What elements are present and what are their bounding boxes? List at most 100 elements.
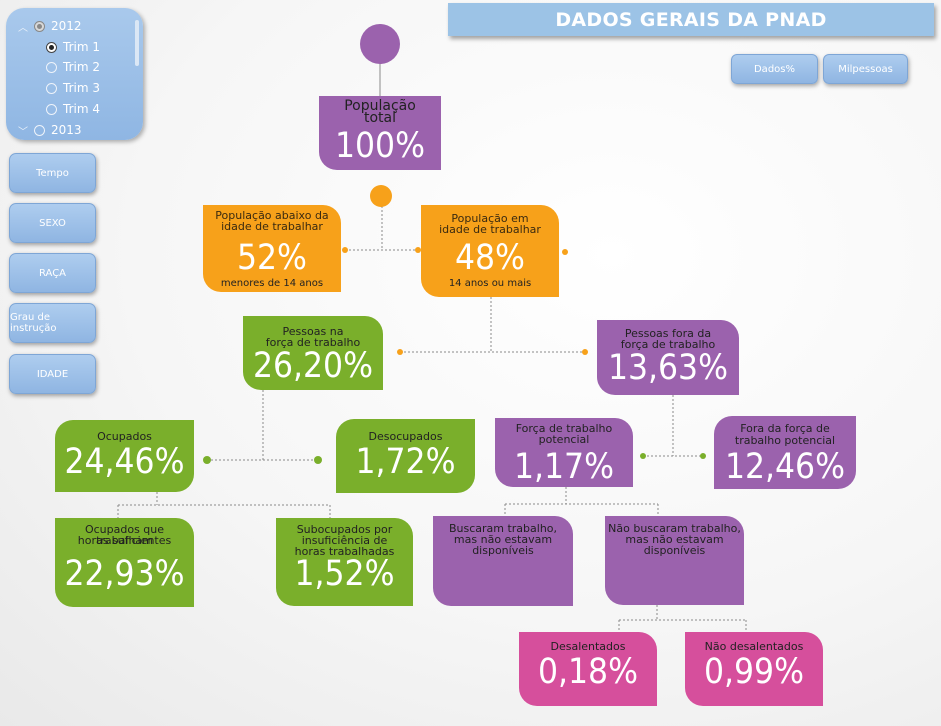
not-discouraged-box: Não desalentados 0,99% — [685, 632, 823, 706]
outside-labor-force-box: Pessoas fora da força de trabalho 13,63% — [597, 320, 739, 395]
box-value: 12,46% — [724, 447, 846, 487]
box-label: Força de trabalho — [515, 422, 613, 435]
box-label: Não buscaram trabalho, — [608, 522, 741, 535]
connector-dot — [582, 349, 588, 355]
radio-icon[interactable] — [46, 41, 57, 53]
not-sought-work-box: Não buscaram trabalho, mas não estavam d… — [605, 516, 744, 605]
connector-dot — [700, 453, 706, 459]
slicer-item-quarter[interactable]: Trim 4 — [46, 100, 100, 118]
slicer-quarter-label: Trim 2 — [63, 60, 100, 74]
connector-dot — [640, 453, 646, 459]
connector-dot — [397, 349, 403, 355]
labor-force-box: Pessoas na força de trabalho 26,20% — [243, 316, 383, 390]
slicer-quarter-label: Trim 1 — [63, 40, 100, 54]
box-label: potencial — [538, 433, 590, 446]
box-value: 24,46% — [64, 442, 185, 482]
box-label: População em — [451, 212, 529, 225]
radio-icon[interactable] — [34, 124, 45, 136]
chevron-up-icon[interactable]: ︿ — [18, 22, 28, 34]
sufficient-hours-box: Ocupados que trabalham horas suficientes… — [55, 518, 194, 607]
connector-dot — [314, 456, 322, 464]
box-label: insuficiência de — [301, 534, 388, 547]
sex-button[interactable]: SEXO — [9, 203, 96, 243]
node-circle-total — [360, 24, 400, 64]
radio-icon[interactable] — [34, 20, 45, 32]
slicer-scrollbar[interactable] — [135, 20, 139, 66]
radio-icon[interactable] — [46, 61, 57, 73]
slicer-item-year[interactable]: ︿ 2012 — [18, 17, 82, 35]
time-button[interactable]: Tempo — [9, 153, 96, 193]
box-label: Ocupados — [97, 430, 152, 443]
box-label: Desalentados — [550, 640, 626, 653]
box-value: 0,99% — [703, 652, 804, 692]
box-label: mas não estavam — [453, 533, 553, 546]
box-label: trabalho potencial — [734, 434, 836, 447]
box-label: Subocupados por — [296, 523, 393, 536]
box-label: disponíveis — [643, 544, 706, 557]
box-label: População abaixo da — [215, 209, 329, 222]
radio-icon[interactable] — [46, 82, 57, 94]
node-circle-age — [370, 185, 392, 207]
box-value: 1,72% — [355, 442, 456, 482]
data-percent-button[interactable]: Dados% — [731, 54, 818, 84]
box-label: Desocupados — [368, 430, 443, 443]
connector-dot — [562, 249, 568, 255]
box-label: População — [344, 98, 416, 114]
box-label: disponíveis — [472, 544, 534, 557]
slicer-year-label: 2012 — [51, 19, 82, 33]
working-age-box: População em idade de trabalhar 48% 14 a… — [421, 205, 559, 297]
box-label: idade de trabalhar — [221, 220, 323, 233]
box-label: Ocupados que trabalham — [84, 523, 165, 547]
total-population-box: População total 100% — [319, 96, 441, 170]
connector-dot — [203, 456, 211, 464]
employed-box: Ocupados 24,46% — [55, 420, 194, 492]
potential-labor-force-box: Força de trabalho potencial 1,17% — [495, 418, 633, 487]
below-working-age-box: População abaixo da idade de trabalhar 5… — [203, 205, 341, 292]
box-label: força de trabalho — [620, 338, 716, 351]
box-label: Buscaram trabalho, — [448, 522, 558, 535]
connector-dot — [342, 247, 348, 253]
box-value: 26,20% — [252, 346, 374, 386]
box-value: 1,52% — [294, 554, 395, 594]
box-label: horas trabalhadas — [294, 545, 395, 558]
radio-icon[interactable] — [46, 103, 57, 115]
box-label: Fora da força de — [740, 422, 830, 435]
chevron-down-icon[interactable]: ﹀ — [18, 126, 28, 138]
box-label: força de trabalho — [265, 336, 361, 349]
box-value: 1,17% — [513, 447, 614, 487]
box-label: total — [363, 110, 396, 126]
box-label: Pessoas na — [282, 325, 344, 338]
period-slicer[interactable]: ︿ 2012 Trim 1 Trim 2 Trim 3 Trim 4 ﹀ 201… — [6, 8, 143, 140]
box-note: 14 anos ou mais — [448, 278, 532, 289]
education-button[interactable]: Grau de instrução — [9, 303, 96, 343]
thousand-people-button[interactable]: Milpessoas — [823, 54, 908, 84]
box-value: 22,93% — [64, 554, 185, 594]
connector-dot — [415, 247, 421, 253]
box-note: menores de 14 anos — [220, 278, 324, 289]
slicer-item-quarter[interactable]: Trim 2 — [46, 58, 100, 76]
slicer-quarter-label: Trim 3 — [63, 81, 100, 95]
box-value: 48% — [455, 238, 525, 278]
box-value: 0,18% — [537, 652, 638, 692]
race-button[interactable]: RAÇA — [9, 253, 96, 293]
slicer-quarter-label: Trim 4 — [63, 102, 100, 116]
box-value: 52% — [237, 238, 307, 278]
box-label: idade de trabalhar — [439, 223, 541, 236]
box-label: Pessoas fora da — [624, 327, 712, 340]
box-label: Não desalentados — [704, 640, 804, 653]
age-button[interactable]: IDADE — [9, 354, 96, 394]
slicer-item-year[interactable]: ﹀ 2013 — [18, 121, 82, 139]
unemployed-box: Desocupados 1,72% — [336, 419, 475, 493]
box-label: horas suficientes — [77, 534, 172, 547]
slicer-item-quarter[interactable]: Trim 3 — [46, 79, 100, 97]
page-title: DADOS GERAIS DA PNAD — [448, 3, 934, 36]
box-value: 100% — [334, 126, 425, 166]
outside-potential-force-box: Fora da força de trabalho potencial 12,4… — [714, 416, 856, 489]
slicer-year-label: 2013 — [51, 123, 82, 137]
slicer-item-quarter[interactable]: Trim 1 — [46, 38, 100, 56]
discouraged-box: Desalentados 0,18% — [519, 632, 657, 706]
sought-work-box: Buscaram trabalho, mas não estavam dispo… — [433, 516, 573, 606]
box-value: 13,63% — [607, 348, 729, 388]
underemployed-box: Subocupados por insuficiência de horas t… — [276, 518, 413, 606]
